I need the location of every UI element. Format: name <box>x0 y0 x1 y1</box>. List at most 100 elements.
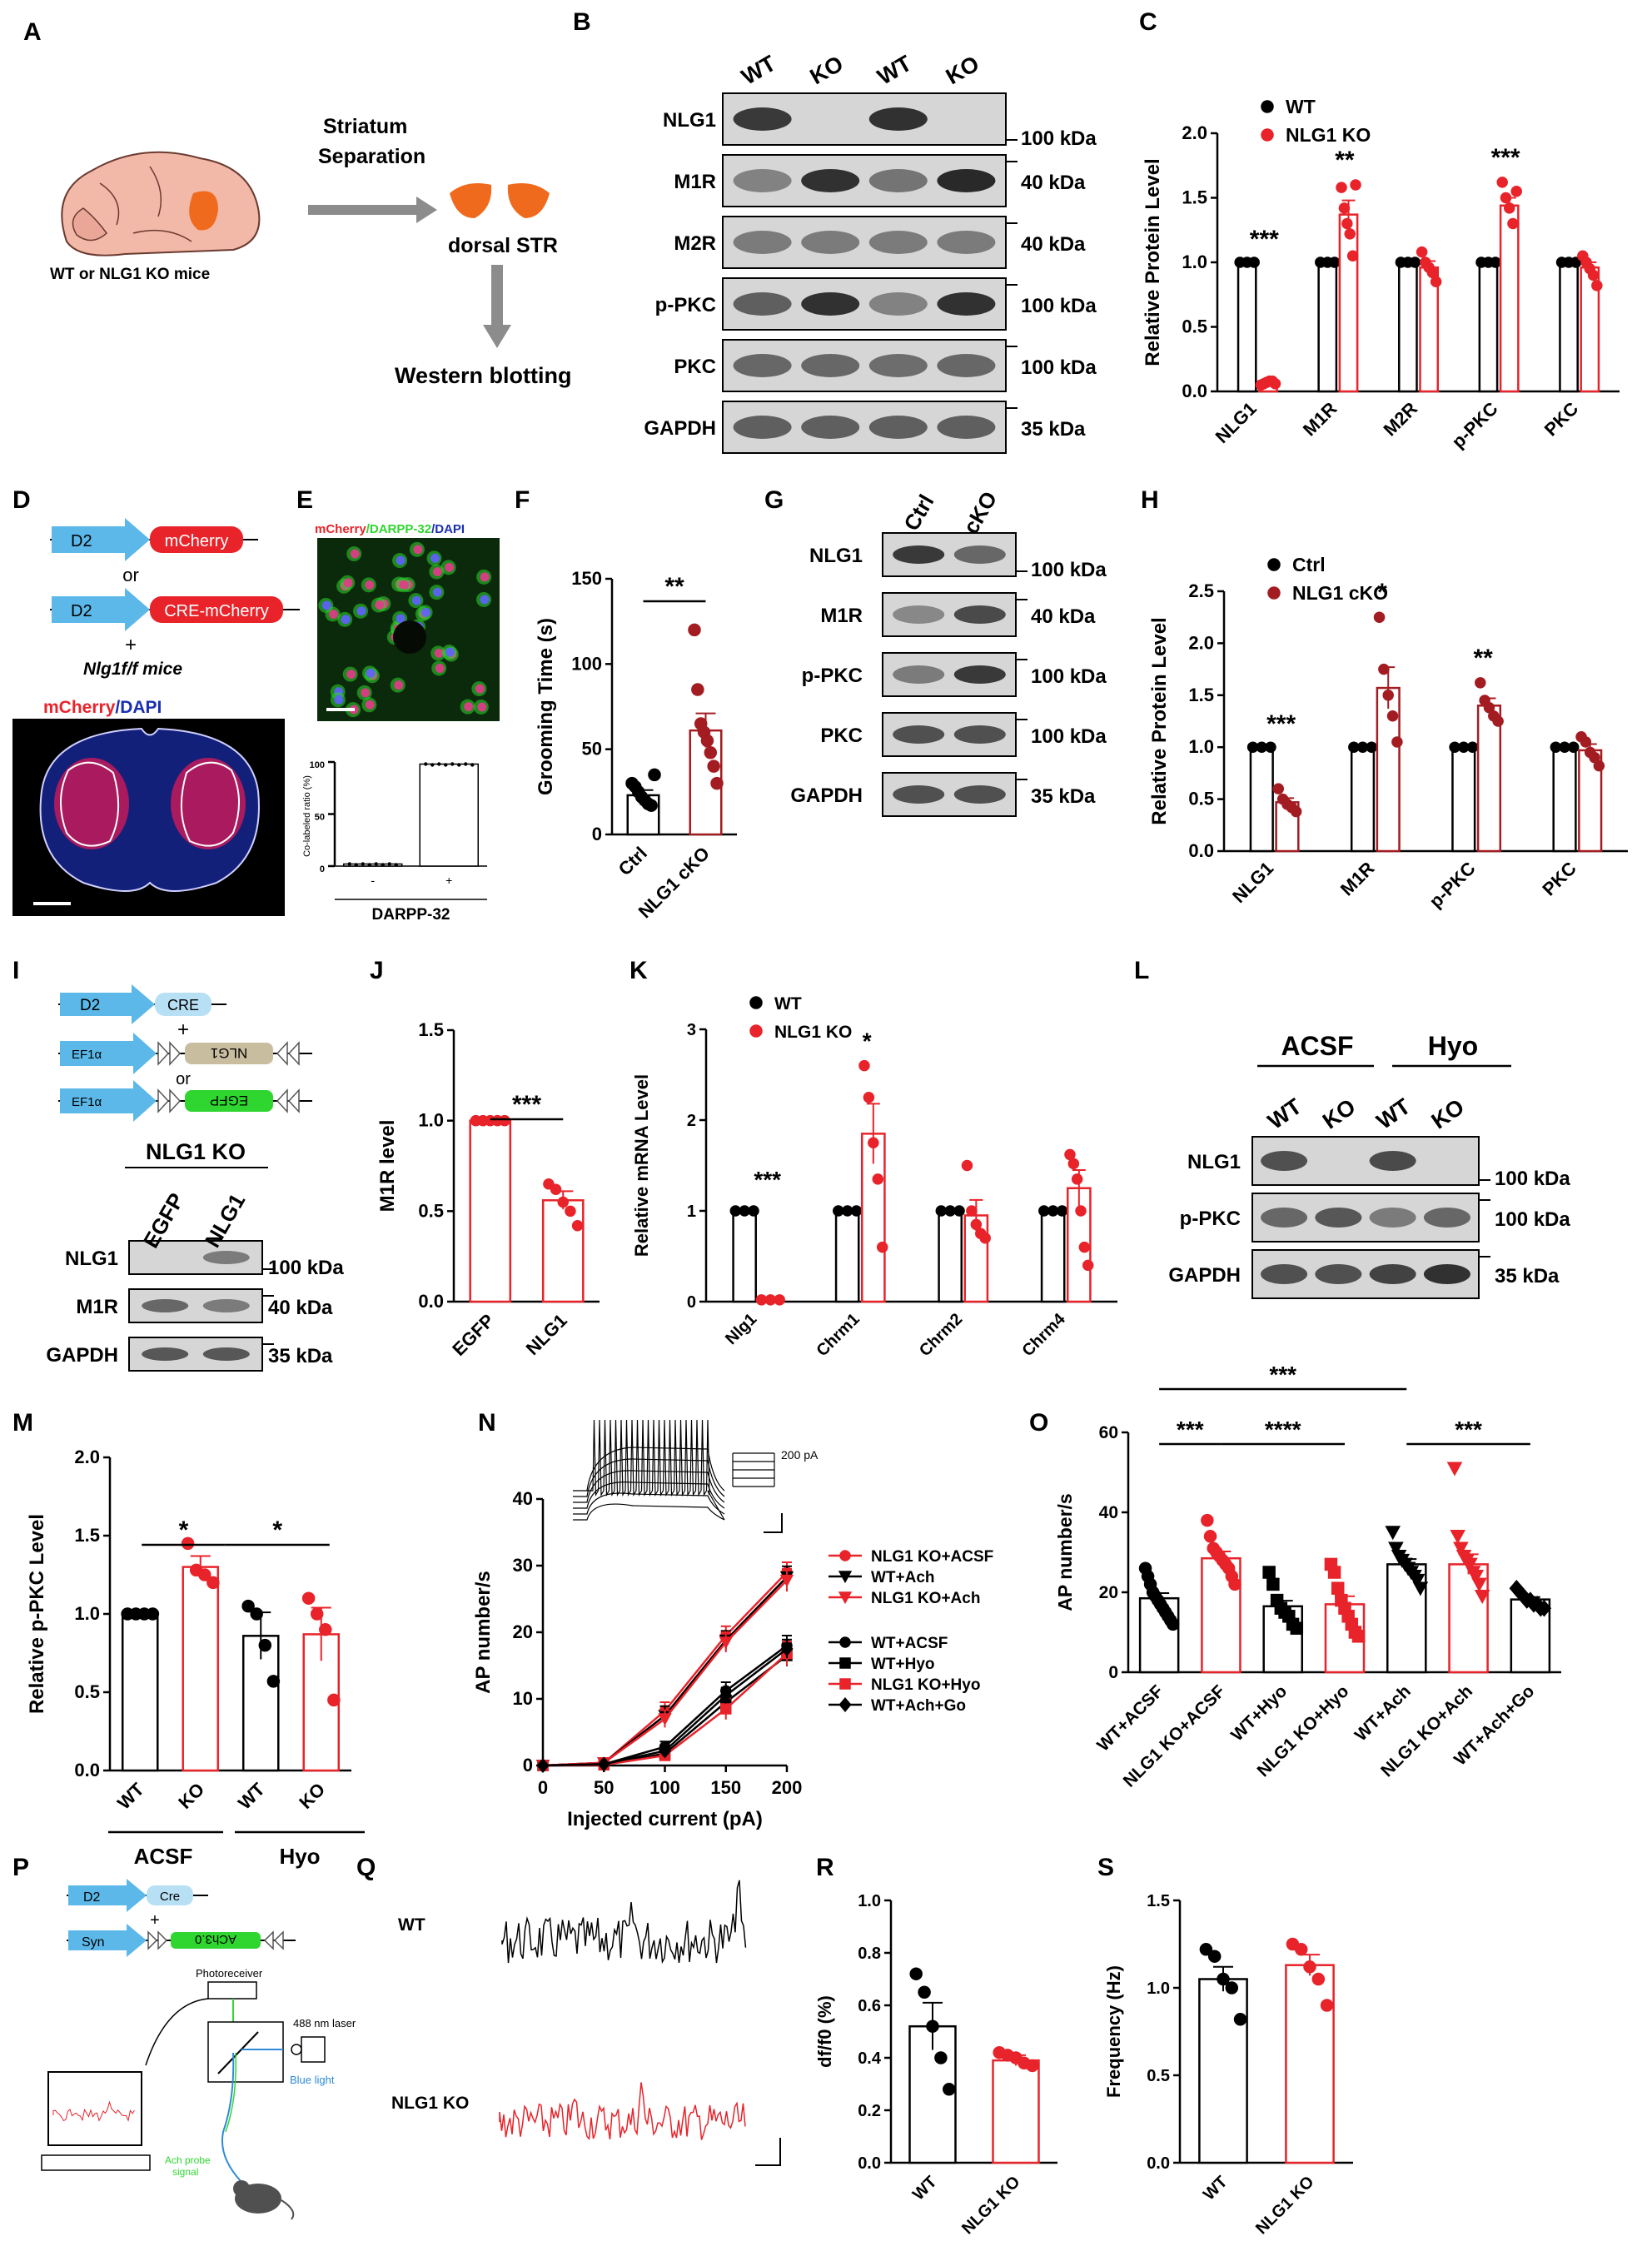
data-point <box>310 1607 324 1621</box>
y-tick-label: 20 <box>513 1621 533 1642</box>
data-point <box>250 1607 263 1621</box>
y-tick-label: 2.0 <box>1188 632 1214 653</box>
legend-label: WT+Hyo <box>871 1656 935 1673</box>
data-point <box>1430 276 1442 287</box>
blot-row-label: NLG1 <box>65 1248 118 1270</box>
legend-marker <box>839 1636 851 1648</box>
chart-c: 0.0 0.5 1.0 1.5 2.0 Relative Protein Level NLG… <box>1142 96 1620 452</box>
data-point <box>953 1205 965 1217</box>
blot-row-label: p-PKC <box>1180 1208 1241 1230</box>
vessel <box>393 620 426 654</box>
photoreceiver-box <box>207 1981 257 2000</box>
cre-mcherry-label: CRE-mCherry <box>164 602 269 620</box>
cell-nucleus <box>480 572 490 582</box>
cell-nucleus <box>365 700 375 710</box>
panel-letter-f: F <box>515 486 530 514</box>
q-wt-label: WT <box>398 1915 425 1935</box>
cre-box <box>155 993 211 1016</box>
cell-nucleus <box>413 545 423 555</box>
data-point <box>394 863 398 867</box>
legend-label: NLG1 KO <box>1286 124 1371 146</box>
bar-wt-nlg1 <box>1237 261 1257 393</box>
blot-band <box>733 354 792 377</box>
x-tick-label: NLG1 <box>1212 398 1261 447</box>
bar-wt-m2r <box>1397 261 1418 393</box>
x-tick-label: WT <box>113 1778 148 1813</box>
data-point <box>720 1703 732 1715</box>
data-point <box>367 863 371 867</box>
panel-letter-i: I <box>12 957 19 984</box>
panel-letter-k: K <box>629 957 648 984</box>
kda-label: 100 kDa <box>1021 127 1097 150</box>
legend-label: NLG1 cKO <box>1292 582 1388 604</box>
data-point <box>437 762 441 766</box>
data-point <box>198 1568 211 1581</box>
bar-e-0 <box>343 863 403 867</box>
significance-label: *** <box>1455 1417 1482 1442</box>
bar-ko <box>182 1566 220 1772</box>
data-point <box>1303 1960 1316 1974</box>
blot-row-gapdh: GAPDH 35 kDa <box>644 401 1086 454</box>
blot-band <box>868 354 928 377</box>
cell-nucleus <box>435 663 445 673</box>
data-point <box>457 763 461 767</box>
blot-band <box>1423 1208 1470 1228</box>
arrow-label-1: Striatum <box>323 115 407 138</box>
x-tick-label: M2R <box>1380 398 1422 441</box>
y-tick-label: 0.5 <box>1182 316 1207 337</box>
blot-band <box>733 231 792 254</box>
nlg1-ko-title: NLG1 KO <box>146 1139 246 1164</box>
blot-band <box>953 725 1006 744</box>
data-point <box>499 1114 510 1127</box>
plus-label-i: + <box>177 1018 189 1041</box>
cell-nucleus <box>334 695 344 705</box>
blot-lane-label: Ctrl <box>898 491 938 535</box>
data-point <box>1327 1566 1341 1579</box>
data-point <box>347 862 351 866</box>
blot-band <box>1315 1264 1362 1284</box>
data-point <box>1338 202 1351 214</box>
data-point <box>1536 1599 1552 1617</box>
y-tick-label: 100 <box>571 653 602 674</box>
kda-label: 35 kDa <box>1495 1265 1560 1287</box>
blot-band <box>937 292 996 316</box>
y-axis-label: df/f0 (%) <box>814 1995 835 2068</box>
x-tick-label: NLG1 KO <box>958 2173 1023 2238</box>
x-axis-label: Injected current (pA) <box>567 1808 763 1830</box>
plus-label-p: + <box>150 1911 160 1930</box>
data-point <box>1388 1541 1404 1556</box>
kda-label: 100 kDa <box>1021 295 1097 317</box>
data-point <box>1409 1573 1426 1588</box>
data-point <box>774 1294 785 1306</box>
panel-letter-o: O <box>1029 1409 1048 1437</box>
blot-row-m1r: M1R 40 kDa <box>820 592 1096 637</box>
y-tick-label: 1.5 <box>1188 685 1214 705</box>
cell-nucleus <box>477 702 487 712</box>
significance-label: * <box>863 1028 872 1054</box>
panel-letter-s: S <box>1097 1854 1114 1881</box>
kda-label: 35 kDa <box>1031 785 1096 808</box>
y-tick-label: 10 <box>513 1688 533 1709</box>
blot-lane-label: WT <box>873 50 917 89</box>
panel-q: WT NLG1 KO <box>391 1880 781 2166</box>
cell-nucleus <box>421 607 431 617</box>
significance-label: **** <box>1265 1417 1301 1442</box>
data-point <box>1350 179 1361 191</box>
x-tick-label: PKC <box>1540 398 1583 441</box>
x-tick-label: Chrm2 <box>916 1310 966 1360</box>
dorsal-str-left <box>450 182 492 218</box>
significance-label: *** <box>1266 710 1296 738</box>
legend-marker <box>838 1571 853 1584</box>
blot-band <box>953 785 1006 804</box>
data-point <box>319 1623 332 1636</box>
blot-band <box>142 1347 189 1361</box>
legend-marker <box>838 1697 852 1712</box>
cell-nucleus <box>375 600 385 610</box>
y-tick-label: 40 <box>1099 1503 1118 1522</box>
kda-label: 100 kDa <box>1495 1208 1570 1231</box>
y-tick-label: 2.0 <box>1182 122 1207 143</box>
cell-nucleus <box>480 595 490 605</box>
data-point <box>1346 250 1359 261</box>
cell-nucleus <box>411 595 421 605</box>
